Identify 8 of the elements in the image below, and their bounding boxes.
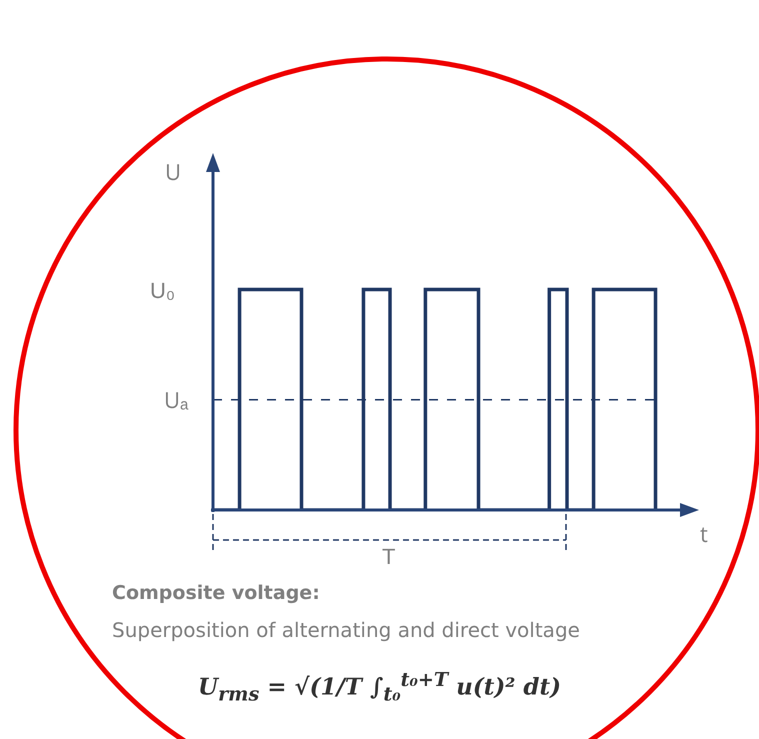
- x-axis-title: t: [700, 519, 708, 549]
- text: T: [382, 544, 396, 570]
- text: Composite voltage:: [112, 582, 320, 604]
- y-axis-title: U: [165, 157, 182, 187]
- text: U$_{rms}$ = √(1/T ∫$_{t₀}$$^{t₀+T}$ u(t)² dt): [197, 668, 562, 706]
- text: U₀: [150, 278, 176, 304]
- ref-line-label: Uₐ: [164, 385, 190, 415]
- text: Superposition of alternating and direct voltage: [112, 618, 580, 642]
